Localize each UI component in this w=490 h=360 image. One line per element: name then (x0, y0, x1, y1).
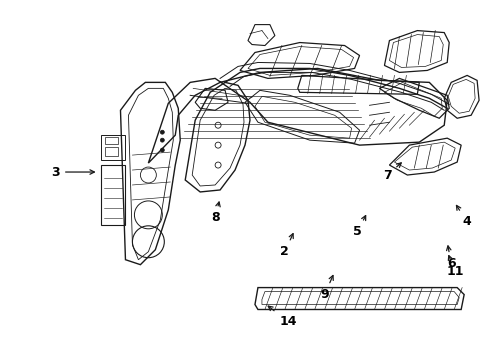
Text: 6: 6 (446, 246, 456, 270)
Text: 13: 13 (0, 359, 1, 360)
Text: 5: 5 (353, 216, 366, 238)
Text: 2: 2 (280, 234, 293, 258)
Text: 12: 12 (0, 359, 1, 360)
Circle shape (160, 138, 164, 142)
Text: 11: 11 (446, 256, 464, 278)
Text: 9: 9 (320, 275, 333, 301)
Text: 10: 10 (0, 359, 1, 360)
Text: 3: 3 (51, 166, 95, 179)
Text: 4: 4 (457, 206, 471, 228)
Text: 1: 1 (0, 359, 1, 360)
Text: 7: 7 (383, 163, 401, 181)
Text: 14: 14 (268, 306, 296, 328)
Circle shape (160, 130, 164, 134)
Text: 8: 8 (211, 202, 220, 224)
Circle shape (160, 148, 164, 152)
